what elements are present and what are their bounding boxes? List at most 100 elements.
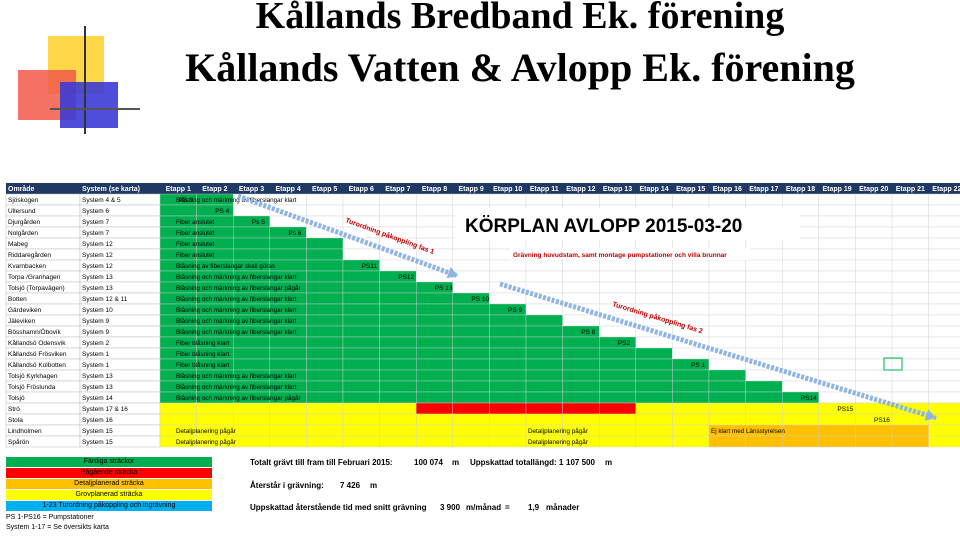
header-stage: Etapp 1 xyxy=(166,186,191,193)
stage-cell xyxy=(708,281,746,294)
stage-cell xyxy=(672,259,710,272)
stat-months-unit: månader xyxy=(546,503,580,512)
header-stage: Etapp 19 xyxy=(823,186,852,193)
stage-cell xyxy=(599,391,637,404)
stage-cell xyxy=(782,281,820,294)
header-stage: Etapp 5 xyxy=(312,186,337,193)
stage-cell xyxy=(745,391,783,404)
stage-cell xyxy=(855,237,893,250)
stage-cell xyxy=(599,347,637,360)
stage-cell xyxy=(928,215,960,228)
stage-cell xyxy=(855,402,893,415)
area-label: Kållandsö Frösviken xyxy=(8,350,67,358)
system-label: System 10 xyxy=(82,307,113,314)
stage-cell xyxy=(745,281,783,294)
stage-cell xyxy=(855,248,893,261)
stat-estimated-value: 107 500 xyxy=(566,458,595,467)
stage-cell xyxy=(379,380,417,393)
stage-cell xyxy=(745,193,783,206)
stage-cell xyxy=(342,292,380,305)
row-note: Blåsning och märkning av fiberslangar på… xyxy=(176,394,301,402)
stage-cell xyxy=(232,347,270,360)
row-note: Blåsning och märkning av fiberslangar kl… xyxy=(176,196,297,204)
stage-cell xyxy=(379,358,417,371)
area-label: Bösshamn/Öbovik xyxy=(8,328,61,336)
stage-cell xyxy=(306,347,344,360)
row-note: Fiber anslutet xyxy=(176,241,214,248)
row-note: Fiber blåsning klart xyxy=(176,350,229,358)
arrow-phase-2-head xyxy=(924,409,936,421)
stage-cell xyxy=(782,336,820,349)
ps-label: PS16 xyxy=(874,417,890,424)
stage-cell xyxy=(782,325,820,338)
stage-cell xyxy=(818,325,856,338)
stage-cell xyxy=(855,358,893,371)
stage-cell xyxy=(599,325,637,338)
header-stage: Etapp 2 xyxy=(202,186,227,193)
stat-rate-unit: m/månad xyxy=(466,503,502,512)
stage-cell xyxy=(232,435,270,448)
ps-label: PS 1 xyxy=(691,362,705,369)
stage-cell xyxy=(342,402,380,415)
stage-cell xyxy=(379,347,417,360)
stage-cell xyxy=(489,259,527,272)
stage-cell xyxy=(891,215,929,228)
stage-cell xyxy=(599,380,637,393)
stage-cell xyxy=(855,325,893,338)
stage-cell xyxy=(782,314,820,327)
stage-cell xyxy=(745,259,783,272)
stage-cell xyxy=(379,303,417,316)
stage-cell xyxy=(745,413,783,426)
stage-cell xyxy=(562,402,600,415)
stage-cell xyxy=(891,204,929,217)
stage-cell xyxy=(562,193,600,206)
stage-cell xyxy=(379,336,417,349)
stage-cell xyxy=(196,402,234,415)
stage-cell xyxy=(635,413,673,426)
stage-cell xyxy=(489,402,527,415)
area-label: Riddaregården xyxy=(8,251,51,259)
stage-cell xyxy=(269,259,307,272)
header-stage: Etapp 6 xyxy=(349,186,374,193)
stage-cell xyxy=(599,259,637,272)
system-label: System 2 xyxy=(82,340,109,347)
stage-cell xyxy=(635,193,673,206)
stat-estimated-label: Uppskattad totallängd: 1 xyxy=(470,458,564,467)
system-label: System 13 xyxy=(82,285,113,292)
stage-cell xyxy=(379,435,417,448)
stage-cell xyxy=(635,347,673,360)
stage-cell xyxy=(306,413,344,426)
ps-label: PS12 xyxy=(398,274,414,281)
ps-label: PS15 xyxy=(837,406,853,413)
stage-cell xyxy=(416,435,454,448)
stage-cell xyxy=(708,402,746,415)
area-label: Gärdeviken xyxy=(8,307,42,314)
stage-cell xyxy=(782,413,820,426)
stage-cell xyxy=(818,292,856,305)
stage-cell xyxy=(855,336,893,349)
stage-cell xyxy=(306,248,344,261)
ps-label: PS 10 xyxy=(471,296,489,303)
stage-cell xyxy=(452,336,490,349)
stage-cell xyxy=(855,292,893,305)
stage-cell xyxy=(818,270,856,283)
ps-label: PS14 xyxy=(801,395,817,402)
stage-cell xyxy=(928,204,960,217)
stage-cell xyxy=(672,435,710,448)
stage-cell xyxy=(342,358,380,371)
stage-cell xyxy=(525,358,563,371)
stage-cell xyxy=(525,314,563,327)
stage-cell xyxy=(232,413,270,426)
row-note: Blåsning och märkning av fiberslangar kl… xyxy=(176,306,297,314)
stage-cell xyxy=(708,391,746,404)
stage-cell xyxy=(452,193,490,206)
header-stage: Etapp 8 xyxy=(422,186,447,193)
stage-cell xyxy=(891,193,929,206)
legend-item: Grovplanerad sträcka xyxy=(6,490,212,500)
area-label: Ullersund xyxy=(8,208,36,215)
deco-blue-square xyxy=(60,82,118,128)
system-label: System 13 xyxy=(82,373,113,380)
stage-cell xyxy=(342,314,380,327)
stage-cell xyxy=(379,248,417,261)
stage-cell xyxy=(745,347,783,360)
